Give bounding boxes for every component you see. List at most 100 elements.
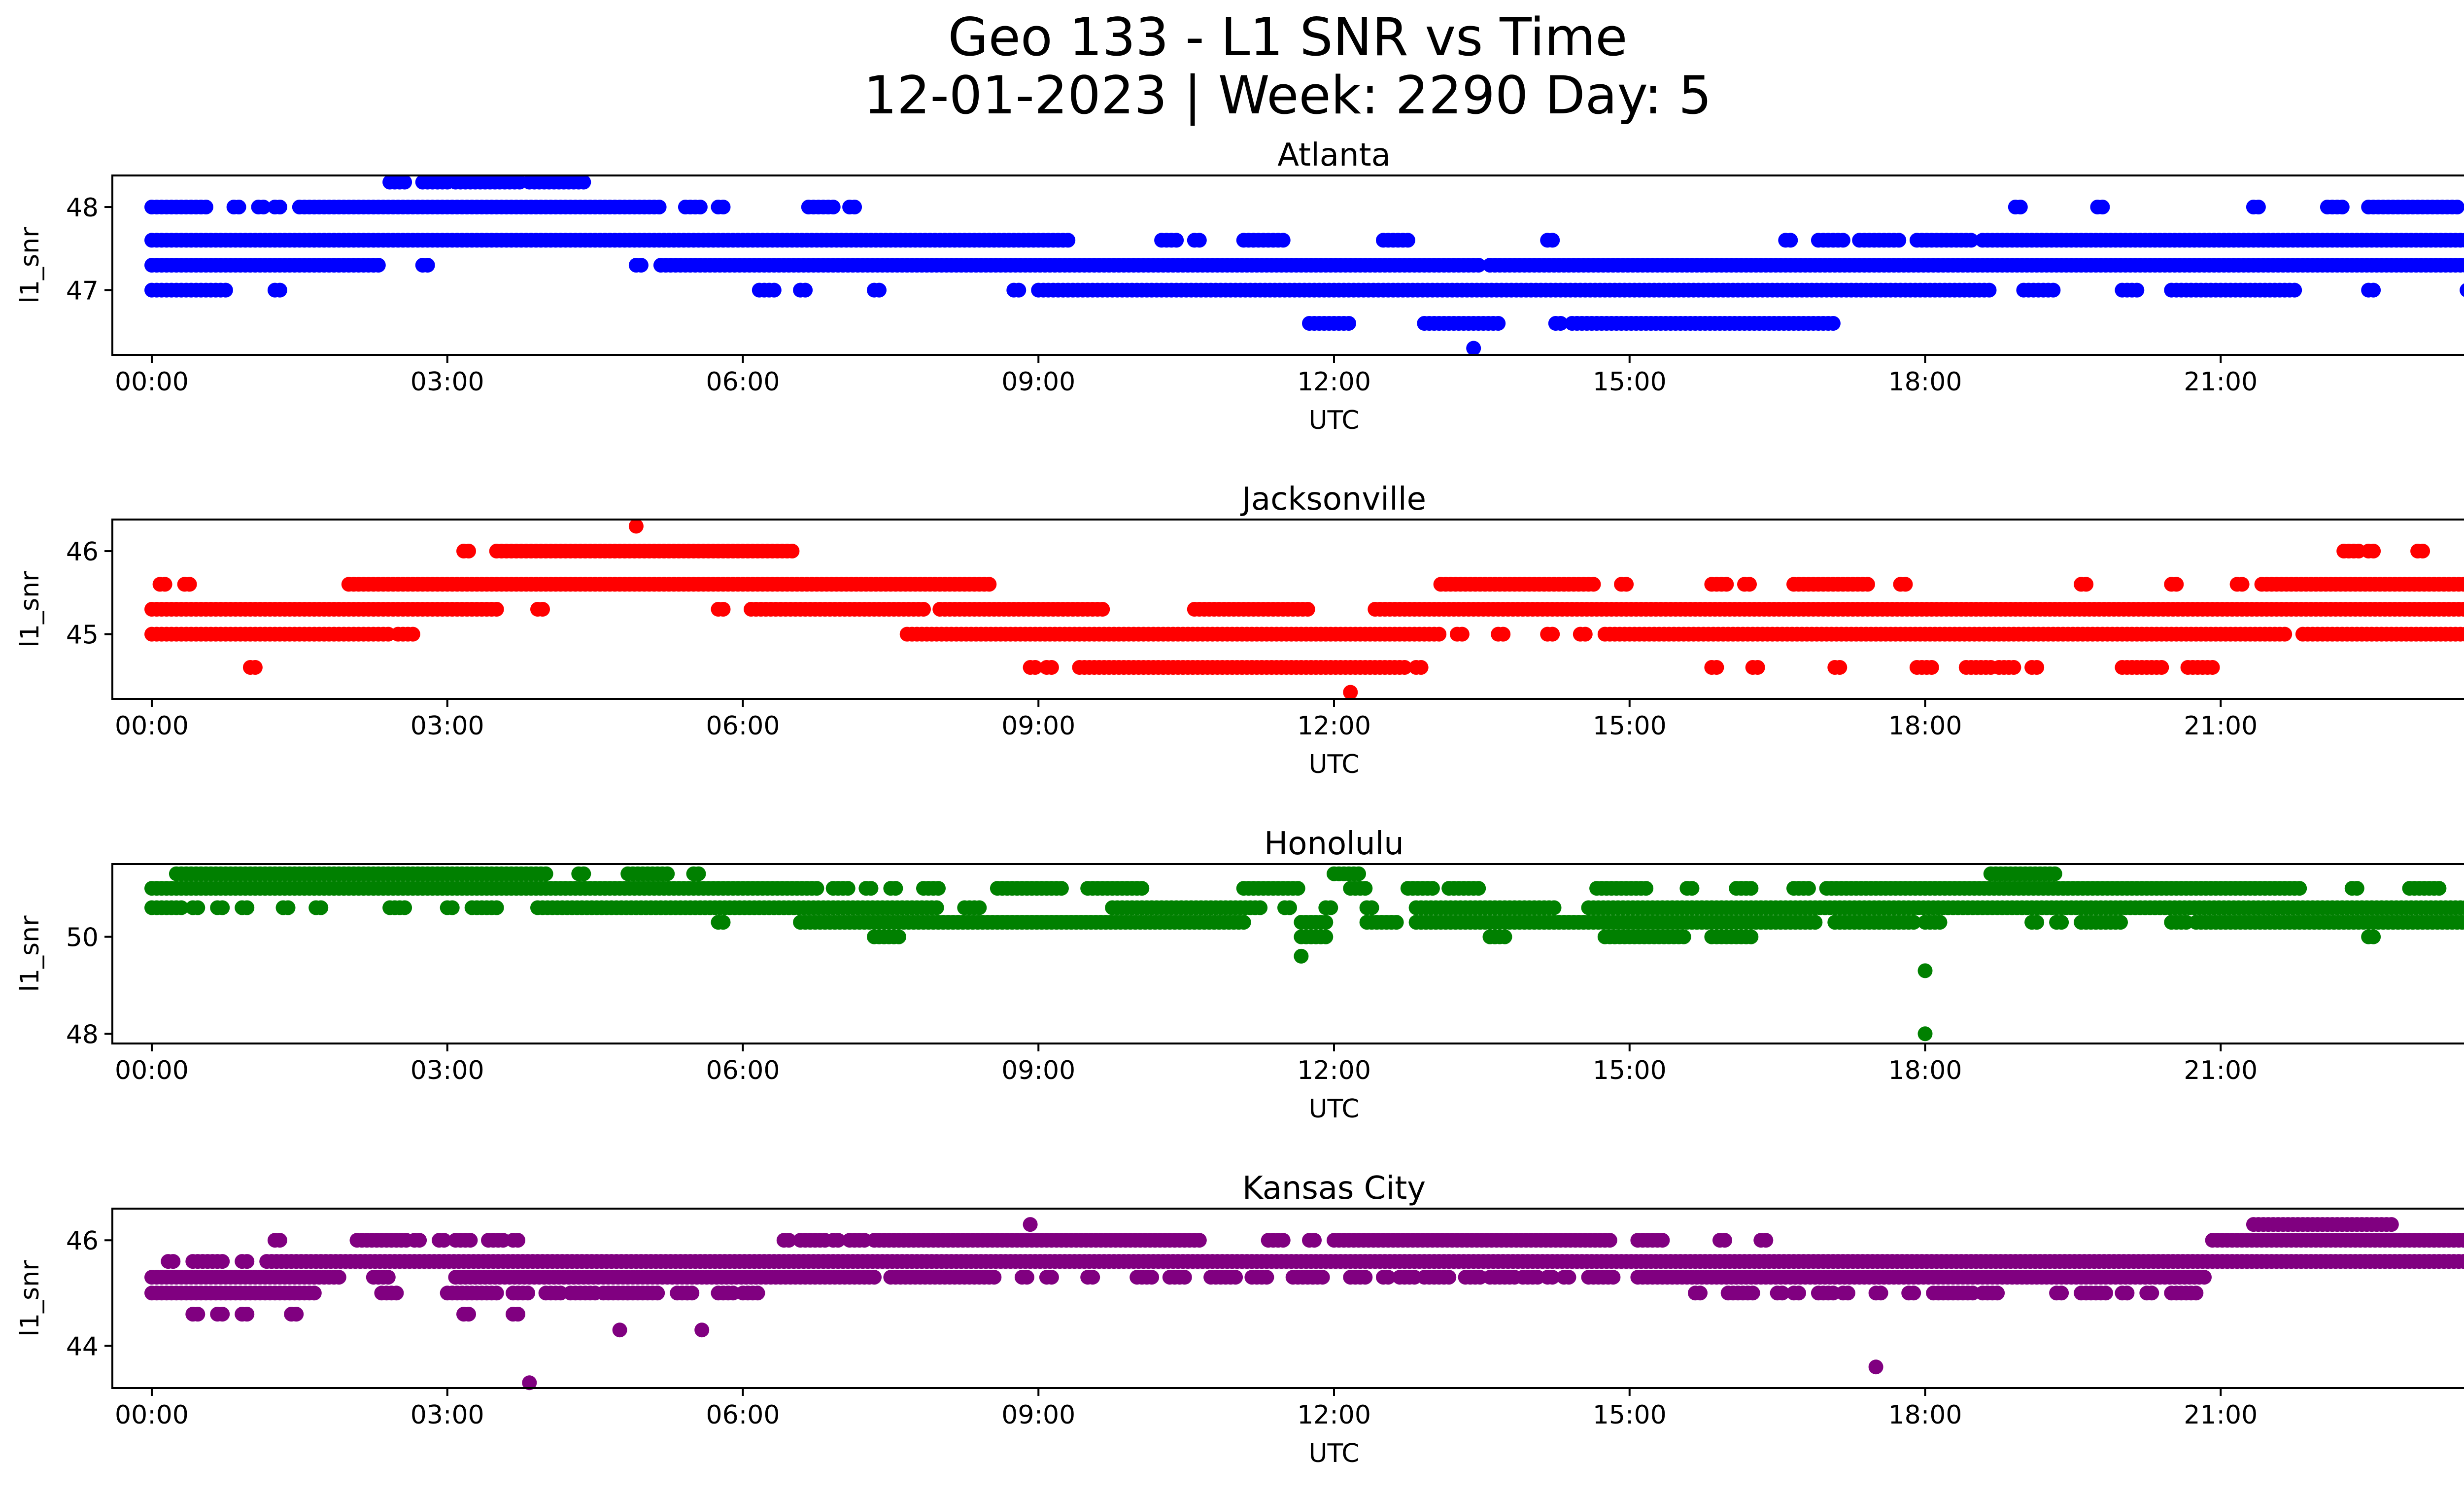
data-point bbox=[2098, 1286, 2113, 1301]
subplot-title: Honolulu bbox=[1264, 826, 1404, 862]
data-point bbox=[190, 900, 205, 915]
data-point bbox=[2366, 544, 2381, 558]
data-point bbox=[1917, 963, 1933, 978]
y-tick-label: 47 bbox=[66, 277, 99, 306]
data-point bbox=[1553, 316, 1568, 331]
data-point bbox=[684, 1286, 700, 1301]
data-point bbox=[331, 1270, 346, 1285]
data-point bbox=[1619, 577, 1634, 592]
data-point bbox=[1364, 900, 1379, 915]
data-point bbox=[660, 866, 675, 881]
x-tick-label: 15:00 bbox=[1593, 1400, 1667, 1430]
data-point bbox=[1963, 233, 1979, 248]
data-point bbox=[1684, 881, 1700, 896]
data-point bbox=[2349, 881, 2364, 896]
data-point bbox=[1259, 1270, 1274, 1285]
data-point bbox=[1546, 900, 1562, 915]
data-point bbox=[215, 1254, 230, 1269]
data-point bbox=[1397, 660, 1412, 675]
data-point bbox=[2292, 881, 2307, 896]
data-point bbox=[1545, 233, 1560, 248]
data-point bbox=[1586, 577, 1601, 592]
data-point bbox=[863, 881, 879, 896]
data-point bbox=[692, 200, 708, 214]
data-point bbox=[1307, 1233, 1322, 1248]
data-point bbox=[157, 577, 172, 592]
data-point bbox=[538, 866, 553, 881]
data-point bbox=[1791, 1286, 1806, 1301]
data-point bbox=[750, 1286, 765, 1301]
data-point bbox=[650, 1286, 665, 1301]
data-point bbox=[1192, 1233, 1207, 1248]
data-point bbox=[1341, 316, 1356, 331]
data-point bbox=[1023, 1217, 1038, 1232]
data-point bbox=[1095, 602, 1110, 617]
data-point bbox=[1061, 233, 1076, 248]
data-point bbox=[1466, 341, 1481, 356]
data-point bbox=[2287, 282, 2302, 298]
data-point bbox=[2456, 602, 2464, 617]
data-point bbox=[272, 282, 287, 298]
y-tick-label: 45 bbox=[66, 621, 99, 650]
data-point bbox=[1323, 900, 1338, 915]
data-point bbox=[2205, 660, 2220, 675]
data-point bbox=[2079, 577, 2094, 592]
data-point bbox=[1825, 316, 1841, 331]
data-point bbox=[371, 258, 386, 273]
x-tick-label: 21:00 bbox=[2184, 711, 2258, 741]
y-axis-label: l1_snr bbox=[15, 227, 45, 304]
data-point bbox=[1545, 1270, 1560, 1285]
subplot-title: Atlanta bbox=[1277, 137, 1391, 174]
data-point bbox=[867, 1270, 882, 1285]
data-point bbox=[716, 602, 731, 617]
x-tick-label: 12:00 bbox=[1297, 711, 1371, 741]
data-point bbox=[1719, 577, 1734, 592]
data-point bbox=[1655, 1233, 1670, 1248]
data-point bbox=[1318, 915, 1334, 930]
data-point bbox=[1742, 577, 1757, 592]
y-tick-label: 48 bbox=[66, 193, 99, 223]
x-tick-label: 00:00 bbox=[115, 1056, 189, 1085]
data-point bbox=[1177, 1270, 1192, 1285]
y-tick-label: 46 bbox=[66, 1226, 99, 1256]
data-point bbox=[1801, 881, 1816, 896]
x-axis-label: UTC bbox=[1308, 406, 1359, 435]
data-point bbox=[1990, 1286, 2005, 1301]
data-point bbox=[1351, 866, 1366, 881]
data-point bbox=[982, 577, 997, 592]
data-point bbox=[628, 519, 644, 534]
data-point bbox=[1290, 881, 1305, 896]
data-point bbox=[847, 200, 862, 214]
data-point bbox=[2197, 1270, 2212, 1285]
data-point bbox=[2113, 915, 2128, 930]
data-point bbox=[2460, 915, 2464, 929]
data-point bbox=[1561, 1270, 1576, 1285]
data-point bbox=[437, 1233, 452, 1248]
data-point bbox=[1169, 233, 1184, 248]
data-point bbox=[1192, 233, 1207, 248]
data-point bbox=[1577, 626, 1593, 642]
data-point bbox=[389, 1286, 404, 1301]
data-point bbox=[1011, 282, 1027, 298]
data-point bbox=[307, 1286, 322, 1301]
data-point bbox=[218, 282, 233, 298]
data-point bbox=[694, 1322, 710, 1338]
series-points bbox=[144, 519, 2464, 700]
data-point bbox=[231, 200, 246, 214]
data-point bbox=[313, 900, 329, 915]
data-point bbox=[240, 900, 255, 915]
x-axis-label: UTC bbox=[1308, 1439, 1359, 1468]
data-point bbox=[1282, 900, 1297, 915]
data-point bbox=[576, 866, 591, 881]
data-point bbox=[397, 900, 412, 915]
data-point bbox=[2458, 233, 2464, 248]
figure-title-line1: Geo 133 - L1 SNR vs Time bbox=[948, 7, 1627, 68]
data-point bbox=[1639, 881, 1654, 896]
x-tick-label: 00:00 bbox=[115, 711, 189, 741]
x-tick-label: 03:00 bbox=[411, 1056, 484, 1085]
data-point bbox=[1906, 1286, 1921, 1301]
x-tick-label: 09:00 bbox=[1001, 1056, 1075, 1085]
data-point bbox=[1709, 660, 1724, 675]
